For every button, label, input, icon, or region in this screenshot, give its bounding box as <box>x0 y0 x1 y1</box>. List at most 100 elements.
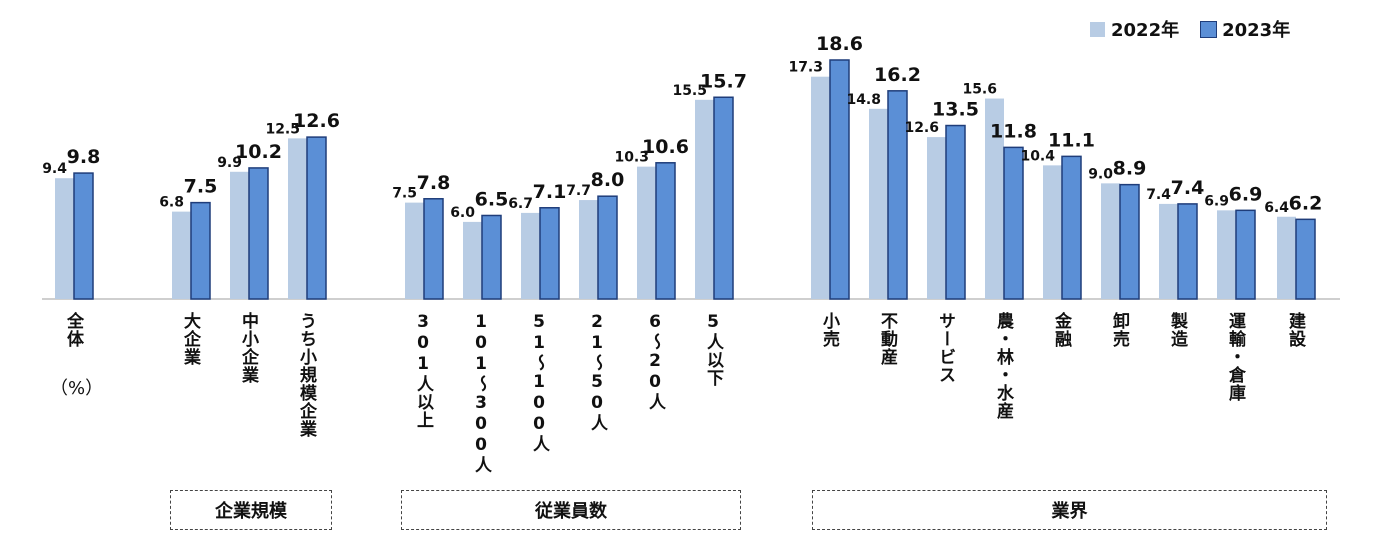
bar-2023-4 <box>423 198 444 300</box>
value-label-2023-5: 6.5 <box>475 188 509 210</box>
bar-2023-16 <box>1177 203 1198 300</box>
value-label-2023-3: 12.6 <box>293 110 340 132</box>
value-label-2022-15: 9.0 <box>1088 166 1113 182</box>
value-label-2023-16: 7.4 <box>1171 177 1205 199</box>
unit-label: （%） <box>50 378 104 399</box>
value-label-2022-18: 6.4 <box>1264 200 1289 216</box>
value-label-2023-1: 7.5 <box>184 176 218 198</box>
bar-2022-17 <box>1217 210 1236 299</box>
value-labels-layer: 9.49.86.87.59.910.212.512.67.5 7.86.06.5 6… <box>42 33 1322 221</box>
category-label-11: 不動産 <box>877 312 897 366</box>
category-label-7: 21～50人 <box>587 312 607 432</box>
value-label-2022-5: 6.0 <box>450 205 475 221</box>
value-label-2023-6: 7.1 <box>533 181 567 203</box>
value-label-2022-13: 15.6 <box>962 82 997 98</box>
bar-2022-9 <box>695 99 714 299</box>
category-label-16: 製造 <box>1167 312 1187 348</box>
value-label-2023-2: 10.2 <box>235 141 282 163</box>
value-label-2023-11: 16.2 <box>874 64 921 86</box>
value-label-2022-7: 7.7 <box>566 183 591 199</box>
value-label-2022-10: 17.3 <box>788 60 823 76</box>
value-label-2022-12: 12.6 <box>904 120 939 136</box>
category-label-14: 金融 <box>1051 312 1071 348</box>
bar-2022-12 <box>927 137 946 299</box>
value-label-2023-12: 13.5 <box>932 99 979 121</box>
bar-2022-0 <box>55 178 74 299</box>
group-label-employees: 従業員数 <box>535 501 607 522</box>
bar-2023-12 <box>945 124 966 300</box>
legend-label-2022: 2022年 <box>1111 20 1180 41</box>
bar-2023-17 <box>1235 209 1256 300</box>
legend: 2022年 2023年 <box>1090 16 1290 42</box>
bar-2023-10 <box>829 59 850 300</box>
value-label-2022-16: 7.4 <box>1146 187 1171 203</box>
value-label-2023-14: 11.1 <box>1048 129 1095 151</box>
value-label-2023-8: 10.6 <box>642 136 689 158</box>
bar-2023-13 <box>1003 146 1024 300</box>
legend-swatch-2023 <box>1200 20 1218 38</box>
category-label-2: 中小企業 <box>238 312 258 384</box>
value-label-2023-18: 6.2 <box>1289 192 1323 214</box>
category-label-15: 卸売 <box>1109 312 1129 348</box>
group-box-industry: 業界 <box>812 490 1327 530</box>
bar-2022-10 <box>811 76 830 299</box>
legend-item-2023: 2023年 <box>1200 16 1291 42</box>
value-label-2022-6: 6.7 <box>508 196 533 212</box>
bar-2023-1 <box>190 201 211 300</box>
bar-2023-14 <box>1061 155 1082 300</box>
bar-2023-9 <box>713 96 734 300</box>
legend-item-2022: 2022年 <box>1090 16 1179 42</box>
category-label-12: サービス <box>935 312 955 384</box>
legend-label-2023: 2023年 <box>1222 20 1291 41</box>
value-label-2022-0: 9.4 <box>42 161 67 177</box>
category-label-6: 51～100人 <box>529 312 549 453</box>
group-label-industry: 業界 <box>1051 501 1088 522</box>
category-label-13: 農・林・水産 <box>993 312 1013 420</box>
value-label-2023-10: 18.6 <box>816 33 863 55</box>
category-label-0: 全体 <box>63 312 83 348</box>
value-label-2022-14: 10.4 <box>1020 148 1055 164</box>
bar-2023-11 <box>887 90 908 300</box>
category-label-4: 301人以上 <box>413 312 433 429</box>
group-box-company-size: 企業規模 <box>170 490 332 530</box>
bar-2022-8 <box>637 166 656 299</box>
category-label-8: 6～20人 <box>645 312 665 411</box>
bar-2022-6 <box>521 212 540 299</box>
bar-2023-15 <box>1119 183 1140 300</box>
value-label-2022-2: 9.9 <box>217 155 242 171</box>
bar-2023-8 <box>655 162 676 300</box>
bar-2022-15 <box>1101 183 1120 299</box>
value-label-2023-15: 8.9 <box>1113 158 1147 180</box>
bar-2022-3 <box>288 138 307 299</box>
bar-2022-16 <box>1159 203 1178 299</box>
value-label-2023-0: 9.8 <box>67 146 101 168</box>
bar-2022-13 <box>985 98 1004 299</box>
category-label-17: 運輸・倉庫 <box>1225 312 1245 402</box>
bar-2022-11 <box>869 108 888 299</box>
value-label-2022-4: 7.5 <box>392 186 417 202</box>
bar-2023-7 <box>597 195 618 300</box>
bar-2023-0 <box>73 172 94 300</box>
group-box-employees: 従業員数 <box>401 490 741 530</box>
category-label-5: 101～300人 <box>471 312 491 474</box>
bar-2023-5 <box>481 214 502 300</box>
bar-2023-2 <box>248 167 269 300</box>
category-label-10: 小売 <box>819 312 839 348</box>
value-label-2023-7: 8.0 <box>591 169 625 191</box>
value-label-2023-17: 6.9 <box>1229 183 1263 205</box>
category-label-18: 建設 <box>1285 312 1305 348</box>
legend-swatch-2022 <box>1090 21 1105 37</box>
bars-layer <box>55 59 1316 300</box>
bar-2023-3 <box>306 136 327 300</box>
bar-2022-7 <box>579 200 598 299</box>
bar-2022-18 <box>1277 216 1296 299</box>
category-label-3: うち小規模企業 <box>296 312 316 438</box>
value-label-2022-17: 6.9 <box>1204 193 1229 209</box>
value-label-2023-4: 7.8 <box>417 172 451 194</box>
value-label-2022-9: 15.5 <box>672 83 707 99</box>
bar-2022-2 <box>230 171 249 299</box>
value-label-2022-8: 10.3 <box>614 150 649 166</box>
bar-2023-6 <box>539 207 560 300</box>
bar-2022-5 <box>463 221 482 299</box>
